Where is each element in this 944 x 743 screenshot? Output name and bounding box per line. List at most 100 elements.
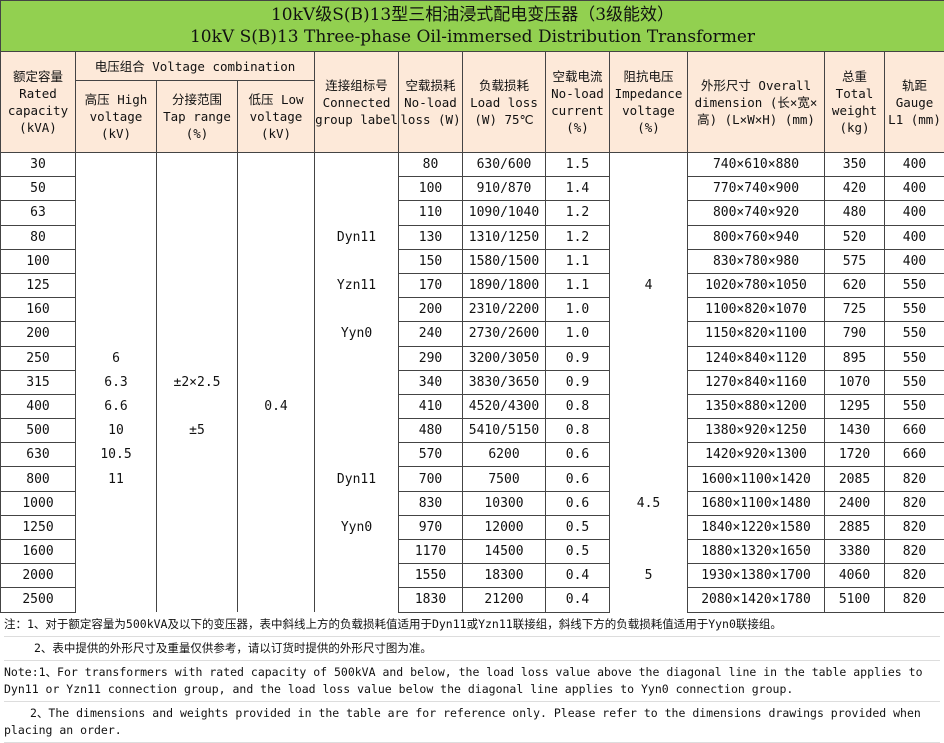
cell-load-loss: 910/870 [463, 177, 546, 201]
cell-load-loss: 630/600 [463, 153, 546, 177]
cell-weight: 5100 [825, 588, 885, 612]
cell-dimension: 1240×840×1120 [688, 346, 825, 370]
header-high-voltage: 高压 High voltage (kV) [76, 81, 157, 153]
cell-tap-range: ±2×2.5 [157, 370, 238, 394]
cell-group: Dyn11 [315, 467, 399, 491]
cell-capacity: 1600 [1, 540, 76, 564]
cell-tap-range [157, 201, 238, 225]
header-load-loss: 负载损耗 Load loss (W) 75℃ [463, 52, 546, 153]
cell-low-voltage [238, 515, 315, 539]
cell-noload-current: 1.1 [546, 249, 610, 273]
cell-gauge: 550 [885, 346, 944, 370]
cell-capacity: 100 [1, 249, 76, 273]
cell-gauge: 400 [885, 201, 944, 225]
cell-noload-current: 0.4 [546, 588, 610, 612]
header-weight: 总重 Total weight (kg) [825, 52, 885, 153]
cell-group [315, 540, 399, 564]
header-low-voltage: 低压 Low voltage (kV) [238, 81, 315, 153]
note-en-1: Note:1、For transformers with rated capac… [4, 661, 940, 702]
cell-group: Yyn0 [315, 515, 399, 539]
cell-load-loss: 3200/3050 [463, 346, 546, 370]
cell-low-voltage [238, 298, 315, 322]
header-gauge: 轨距 Gauge L1 (mm) [885, 52, 944, 153]
cell-gauge: 550 [885, 394, 944, 418]
cell-noload-current: 1.0 [546, 298, 610, 322]
cell-capacity: 1000 [1, 491, 76, 515]
cell-gauge: 550 [885, 322, 944, 346]
cell-tap-range [157, 443, 238, 467]
cell-noload-current: 0.8 [546, 394, 610, 418]
cell-tap-range [157, 491, 238, 515]
cell-capacity: 2000 [1, 564, 76, 588]
header-noload-current: 空载电流 No-load current (%) [546, 52, 610, 153]
cell-high-voltage [76, 249, 157, 273]
cell-group [315, 394, 399, 418]
cell-capacity: 400 [1, 394, 76, 418]
cell-impedance [610, 346, 688, 370]
cell-low-voltage [238, 249, 315, 273]
cell-tap-range [157, 564, 238, 588]
header-noload-loss: 空载损耗 No-load loss (W) [399, 52, 463, 153]
cell-tap-range [157, 588, 238, 612]
cell-noload-current: 0.5 [546, 540, 610, 564]
cell-weight: 575 [825, 249, 885, 273]
cell-dimension: 1350×880×1200 [688, 394, 825, 418]
cell-impedance: 4.5 [610, 491, 688, 515]
cell-load-loss: 5410/5150 [463, 419, 546, 443]
cell-low-voltage [238, 177, 315, 201]
cell-load-loss: 21200 [463, 588, 546, 612]
cell-group [315, 443, 399, 467]
cell-high-voltage [76, 322, 157, 346]
cell-dimension: 770×740×900 [688, 177, 825, 201]
cell-impedance [610, 370, 688, 394]
cell-tap-range [157, 177, 238, 201]
cell-group [315, 177, 399, 201]
cell-impedance [610, 467, 688, 491]
cell-tap-range [157, 225, 238, 249]
cell-tap-range [157, 467, 238, 491]
cell-noload-current: 1.2 [546, 225, 610, 249]
cell-low-voltage [238, 419, 315, 443]
cell-high-voltage [76, 515, 157, 539]
cell-dimension: 1600×1100×1420 [688, 467, 825, 491]
cell-weight: 620 [825, 273, 885, 297]
cell-high-voltage: 10 [76, 419, 157, 443]
cell-low-voltage [238, 588, 315, 612]
cell-group [315, 298, 399, 322]
cell-gauge: 820 [885, 467, 944, 491]
cell-dimension: 800×740×920 [688, 201, 825, 225]
cell-noload-current: 1.0 [546, 322, 610, 346]
cell-tap-range [157, 322, 238, 346]
cell-high-voltage [76, 298, 157, 322]
cell-noload-current: 0.8 [546, 419, 610, 443]
cell-dimension: 800×760×940 [688, 225, 825, 249]
cell-impedance [610, 225, 688, 249]
cell-tap-range: ±5 [157, 419, 238, 443]
cell-tap-range [157, 540, 238, 564]
cell-low-voltage [238, 540, 315, 564]
cell-dimension: 1150×820×1100 [688, 322, 825, 346]
cell-capacity: 250 [1, 346, 76, 370]
cell-high-voltage [76, 540, 157, 564]
cell-weight: 2085 [825, 467, 885, 491]
cell-dimension: 740×610×880 [688, 153, 825, 177]
cell-low-voltage [238, 443, 315, 467]
cell-weight: 1430 [825, 419, 885, 443]
cell-capacity: 80 [1, 225, 76, 249]
header-impedance: 阻抗电压 Impedance voltage (%) [610, 52, 688, 153]
cell-gauge: 820 [885, 564, 944, 588]
cell-noload-loss: 830 [399, 491, 463, 515]
cell-impedance [610, 298, 688, 322]
cell-capacity: 50 [1, 177, 76, 201]
cell-load-loss: 4520/4300 [463, 394, 546, 418]
cell-load-loss: 3830/3650 [463, 370, 546, 394]
cell-high-voltage [76, 491, 157, 515]
cell-high-voltage [76, 201, 157, 225]
